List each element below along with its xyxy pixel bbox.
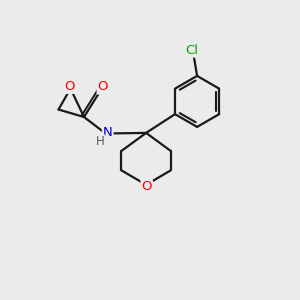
Text: Cl: Cl (185, 44, 198, 57)
Text: O: O (98, 80, 108, 94)
Text: H: H (96, 135, 105, 148)
Text: O: O (141, 180, 152, 194)
Text: N: N (103, 125, 112, 139)
Text: O: O (64, 80, 74, 93)
